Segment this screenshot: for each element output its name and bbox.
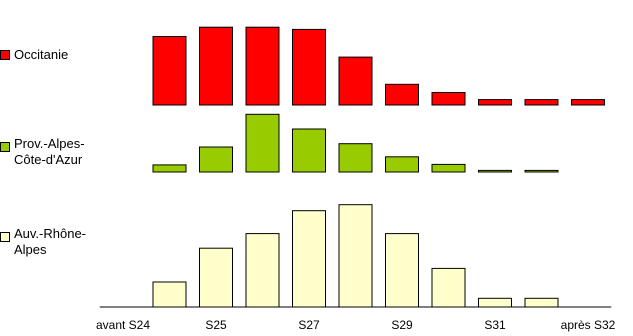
legend-swatch-ara	[0, 231, 10, 242]
x-tick-label-5: après S32	[561, 318, 616, 332]
x-tick-label-1: S25	[205, 318, 227, 332]
legend-paca: Prov.-Alpes- Côte-d'Azur	[0, 136, 85, 168]
bar-ara-1	[152, 281, 187, 308]
bar-paca-6	[385, 156, 419, 173]
bar-paca-4	[292, 128, 326, 173]
bar-ara-7	[431, 267, 466, 308]
bar-ara-3	[245, 233, 280, 308]
legend-swatch-paca	[0, 141, 10, 152]
x-tick-label-3: S29	[391, 318, 413, 332]
bar-ara-5	[338, 204, 373, 308]
bar-ara-6	[385, 233, 419, 308]
legend-label-paca: Prov.-Alpes- Côte-d'Azur	[14, 136, 85, 168]
bar-occitanie-6	[385, 83, 419, 106]
bar-ara-9	[524, 297, 559, 308]
x-tick-label-4: S31	[484, 318, 506, 332]
bar-paca-1	[152, 164, 187, 173]
legend-ara: Auv.-Rhône- Alpes	[0, 226, 86, 258]
legend-label-ara-line-2: Alpes	[14, 242, 47, 257]
x-tick-label-2: S27	[298, 318, 320, 332]
bar-ara-8	[478, 297, 512, 308]
bar-occitanie-8	[478, 99, 512, 106]
bar-occitanie-4	[292, 28, 326, 106]
bar-paca-5	[338, 143, 373, 173]
bar-occitanie-1	[152, 36, 187, 106]
bar-occitanie-5	[338, 56, 373, 106]
bar-occitanie-10	[571, 99, 605, 106]
legend-label-ara-line-1: Auv.-Rhône-	[14, 226, 87, 241]
bar-occitanie-9	[524, 99, 559, 106]
legend-label-occitanie: Occitanie	[14, 47, 69, 62]
legend-occitanie: Occitanie	[0, 47, 68, 63]
legend-label-paca-line-1: Prov.-Alpes-	[14, 136, 85, 151]
bar-paca-2	[199, 146, 233, 173]
legend-swatch-occitanie	[0, 49, 10, 60]
bar-occitanie-7	[431, 92, 466, 106]
bar-paca-9	[524, 169, 559, 173]
bar-paca-8	[478, 169, 512, 173]
bar-occitanie-3	[245, 26, 280, 106]
bar-paca-7	[431, 163, 466, 173]
bar-ara-4	[292, 210, 326, 308]
legend-label-paca-line-2: Côte-d'Azur	[14, 152, 83, 167]
legend-label-ara: Auv.-Rhône- Alpes	[14, 226, 86, 258]
bar-paca-3	[245, 113, 280, 173]
bar-ara-2	[199, 247, 233, 308]
x-tick-label-0: avant S24	[96, 318, 150, 332]
bar-occitanie-2	[199, 26, 233, 106]
